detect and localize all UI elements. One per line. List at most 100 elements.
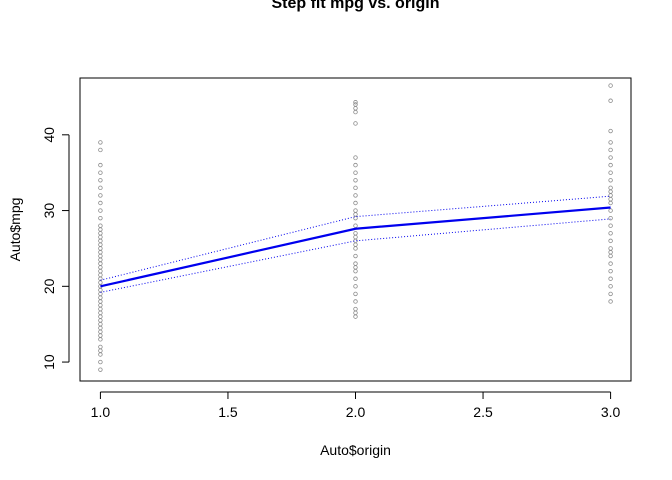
data-point [98, 265, 103, 270]
data-point [98, 231, 103, 236]
data-point [608, 196, 613, 202]
data-point [353, 178, 358, 183]
data-point [608, 215, 613, 221]
data-point [608, 162, 613, 168]
data-point [98, 310, 103, 316]
data-point [353, 193, 358, 198]
confidence-band-upper [100, 195, 611, 281]
confidence-band-lower [100, 218, 611, 293]
data-point [98, 280, 103, 285]
data-point [608, 261, 613, 266]
data-point [98, 193, 103, 198]
data-point [98, 348, 103, 353]
data-point [98, 299, 103, 304]
data-point [608, 291, 613, 297]
data-point [98, 200, 103, 206]
data-point [608, 147, 613, 153]
data-point [353, 121, 358, 126]
data-point [353, 162, 358, 168]
data-point [353, 314, 358, 319]
data-point [98, 359, 103, 365]
data-point [608, 155, 613, 160]
data-point [608, 223, 613, 228]
data-point [98, 185, 103, 191]
data-point [608, 268, 613, 274]
plot-frame [79, 77, 632, 382]
data-point [98, 178, 103, 183]
data-point [98, 333, 103, 338]
data-point [353, 231, 358, 236]
data-point [608, 170, 613, 175]
data-point [98, 321, 103, 327]
x-axis-title: Auto$origin [320, 442, 391, 458]
data-point [353, 310, 358, 316]
x-tick-label: 1.0 [91, 404, 111, 420]
data-point [608, 250, 613, 255]
data-point [353, 261, 358, 266]
data-point [353, 170, 358, 175]
data-point [608, 246, 613, 251]
data-point [353, 109, 358, 115]
data-point [98, 318, 103, 323]
data-point [98, 268, 103, 274]
data-point [608, 208, 613, 213]
data-point [608, 200, 613, 206]
data-point [608, 128, 613, 134]
data-point [98, 367, 103, 372]
data-point [353, 306, 358, 312]
data-point [608, 276, 613, 281]
data-point [353, 212, 358, 217]
data-point [353, 100, 358, 105]
data-point [98, 162, 103, 168]
data-point [608, 98, 613, 103]
data-point [98, 253, 103, 259]
fit-lines [100, 195, 611, 293]
x-tick-label: 3.0 [601, 404, 621, 420]
data-point [353, 185, 358, 191]
data-point [353, 265, 358, 270]
data-point [98, 227, 103, 232]
chart-title: Step fit mpg vs. origin [271, 0, 439, 12]
data-point [98, 170, 103, 175]
data-point [608, 83, 613, 88]
y-tick-label: 10 [41, 354, 57, 370]
data-point [98, 223, 103, 228]
data-point [353, 208, 358, 213]
data-point [353, 268, 358, 274]
data-point [353, 200, 358, 206]
fit-line [100, 206, 611, 288]
y-tick-label: 40 [41, 127, 57, 143]
data-point [98, 291, 103, 297]
data-point [98, 306, 103, 312]
data-point [98, 261, 103, 266]
data-point [608, 185, 613, 191]
data-point [608, 140, 613, 145]
data-point [98, 257, 103, 262]
data-point [353, 242, 358, 247]
data-point [98, 329, 103, 334]
data-point [353, 223, 358, 228]
data-point [98, 215, 103, 221]
data-point [608, 193, 613, 198]
data-point [98, 325, 103, 331]
data-point [608, 178, 613, 183]
data-point [608, 231, 613, 236]
data-point [353, 299, 358, 304]
y-axis: 10 20 30 40 [41, 127, 70, 370]
data-point [98, 234, 103, 240]
data-point [353, 106, 358, 111]
data-point [98, 272, 103, 278]
data-point [98, 352, 103, 357]
data-point [353, 102, 358, 107]
data-point [98, 208, 103, 213]
data-point [353, 291, 358, 297]
data-point [98, 250, 103, 255]
data-point [353, 234, 358, 240]
data-point [353, 155, 358, 160]
data-point [98, 314, 103, 319]
y-tick-label: 20 [41, 278, 57, 294]
x-tick-label: 2.0 [346, 404, 366, 420]
data-point [608, 284, 613, 289]
data-point [608, 189, 613, 194]
